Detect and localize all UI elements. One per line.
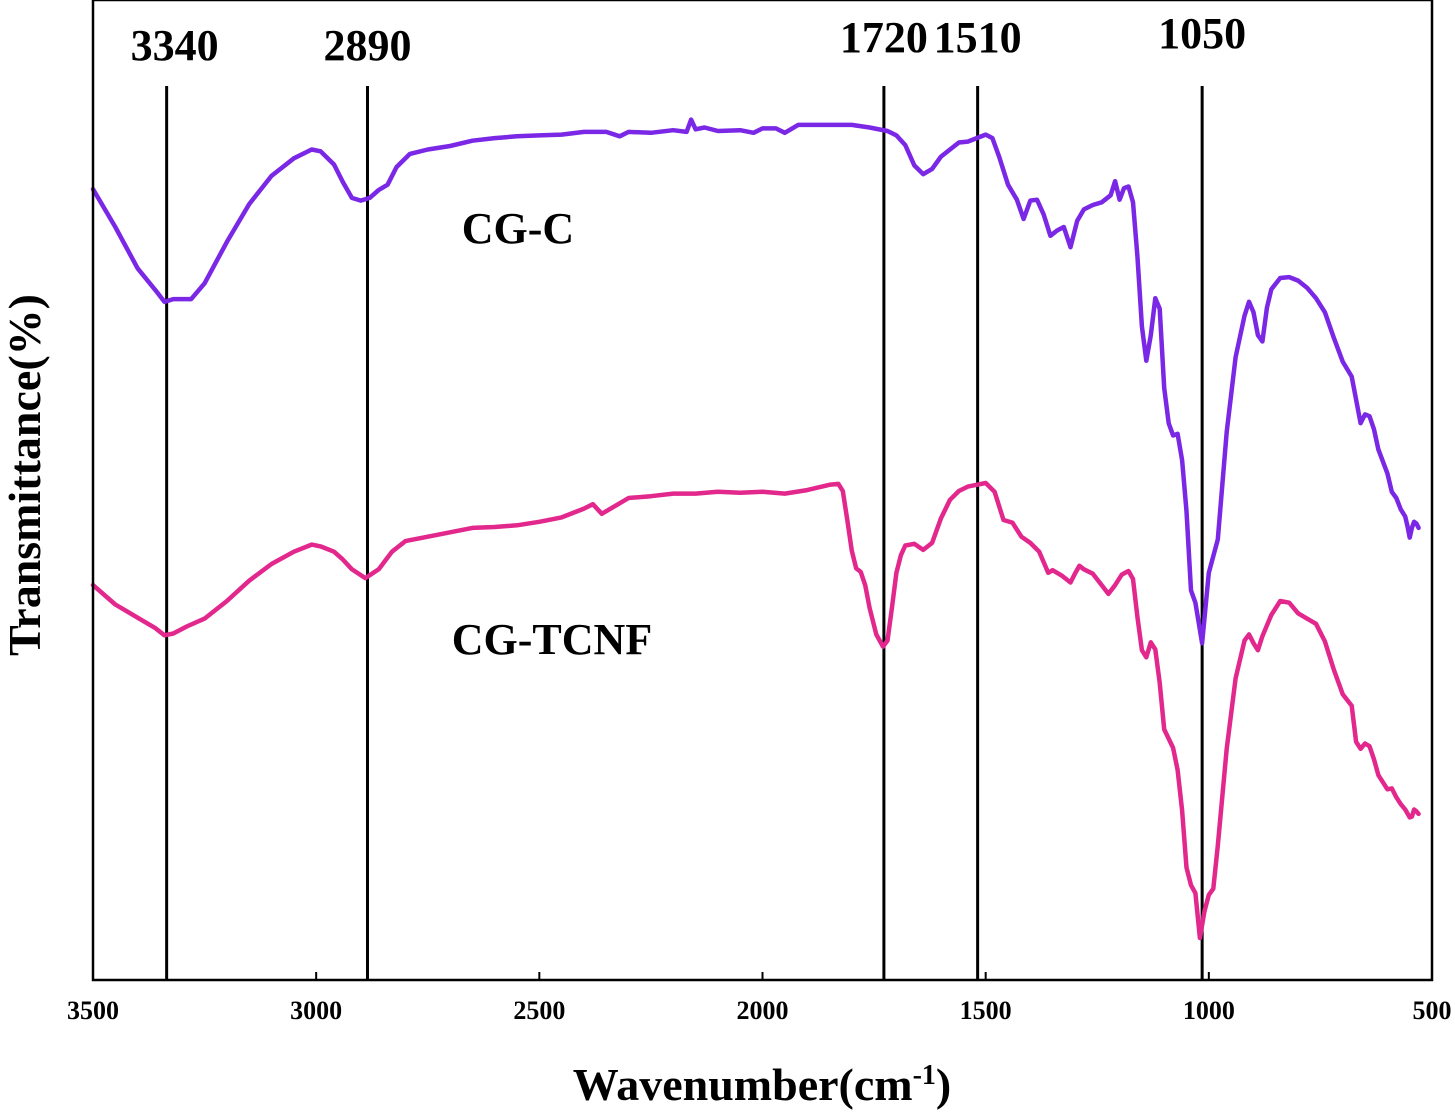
reference-label-1720: 1720 — [840, 13, 928, 62]
reference-labels: 3340 2890 1720 1510 1050 — [131, 9, 1246, 70]
x-tick-label-1000: 1000 — [1183, 996, 1235, 1025]
x-axis-title: Wavenumber(cm-1) — [573, 1059, 952, 1110]
x-tick-label-1500: 1500 — [960, 996, 1012, 1025]
x-axis-title-close: ) — [936, 1059, 951, 1110]
reference-label-1510: 1510 — [934, 13, 1022, 62]
y-axis-title: Transmittance(%) — [0, 294, 50, 656]
reference-label-1050: 1050 — [1158, 9, 1246, 58]
x-axis-title-superscript: -1 — [913, 1060, 936, 1091]
x-axis-ticks: 3500 3000 2500 2000 1500 1000 500 — [67, 972, 1452, 1025]
reference-label-3340: 3340 — [131, 21, 219, 70]
x-axis-title-main: Wavenumber(cm — [573, 1059, 913, 1110]
series-label-cg-c: CG-C — [462, 204, 574, 253]
x-tick-label-3000: 3000 — [290, 996, 342, 1025]
series-layer — [90, 117, 1421, 941]
series-line-cg-c — [90, 117, 1421, 646]
x-tick-label-2500: 2500 — [513, 996, 565, 1025]
reference-lines — [165, 86, 1204, 980]
x-tick-label-3500: 3500 — [67, 996, 119, 1025]
x-tick-label-500: 500 — [1413, 996, 1452, 1025]
x-tick-label-2000: 2000 — [737, 996, 789, 1025]
series-label-cg-tcnf: CG-TCNF — [452, 615, 652, 664]
series-line-cg-tcnf — [90, 480, 1421, 941]
reference-label-2890: 2890 — [323, 21, 411, 70]
